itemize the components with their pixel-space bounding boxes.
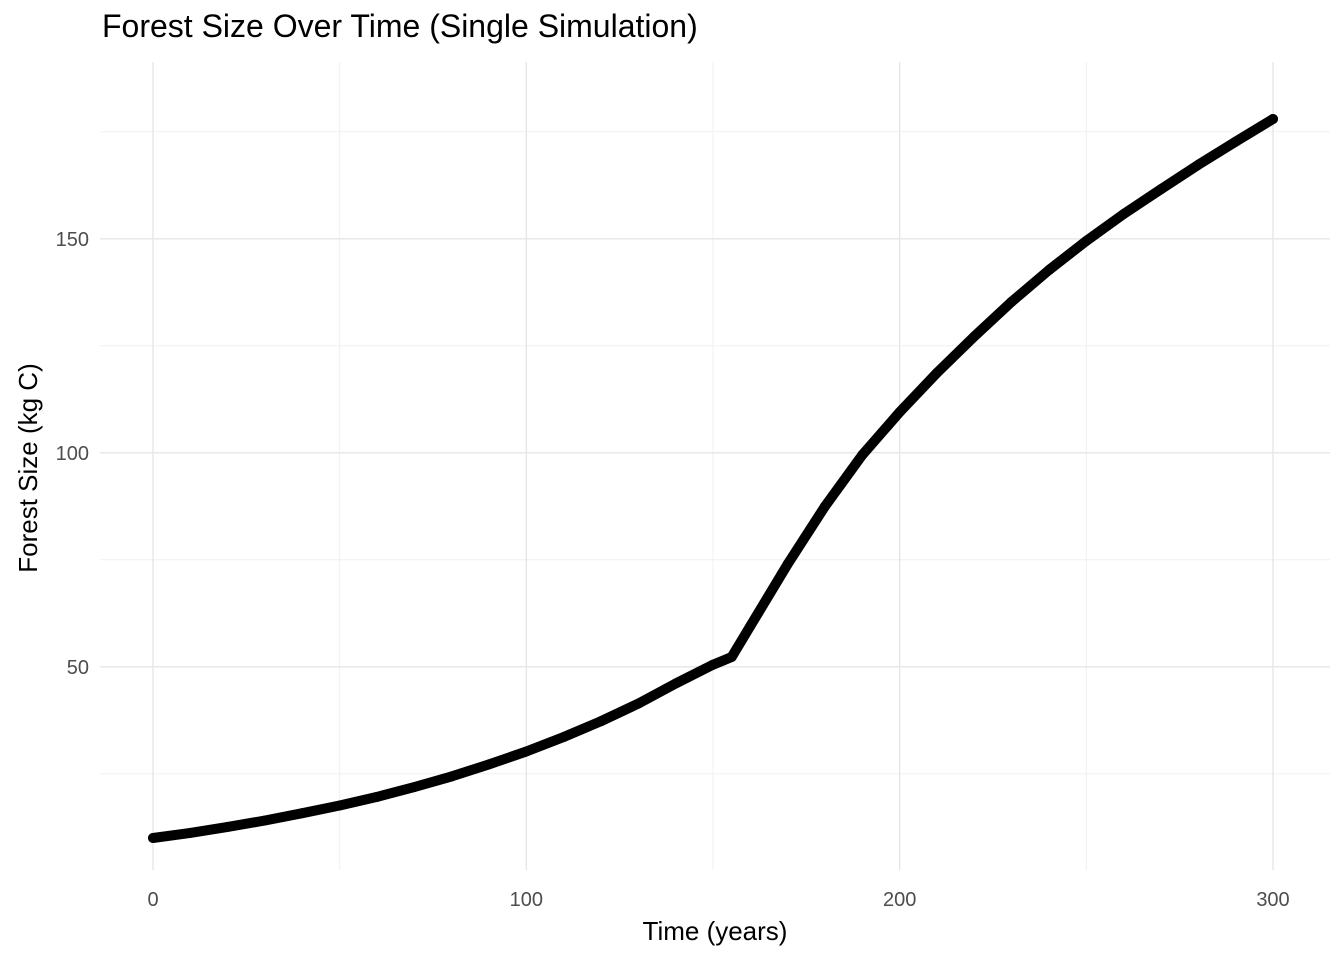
data-point [894, 407, 905, 418]
x-tick-label: 0 [147, 889, 158, 911]
data-point [409, 782, 420, 793]
grid [100, 62, 1330, 870]
x-tick-label: 300 [1256, 889, 1289, 911]
data-point [708, 659, 718, 670]
data-point [372, 791, 382, 802]
data-point [745, 621, 756, 632]
data-point [1193, 159, 1204, 170]
data-point [297, 808, 308, 819]
data-point [484, 759, 494, 770]
data-point [1081, 235, 1092, 246]
y-tick-label: 150 [56, 229, 89, 251]
data-point [782, 559, 793, 570]
data-point [726, 651, 737, 662]
series-line [148, 114, 1278, 843]
data-point [1230, 136, 1241, 147]
x-axis-title: Time (years) [643, 916, 788, 946]
data-point [1156, 184, 1166, 195]
data-point [932, 367, 942, 378]
data-point [969, 331, 980, 342]
data-point [558, 731, 569, 742]
data-point [820, 501, 830, 512]
y-axis-title: Forest Size (kg C) [13, 363, 43, 573]
data-point [446, 771, 457, 782]
data-point [334, 800, 345, 811]
x-tick-label: 100 [510, 889, 543, 911]
x-tick-label: 200 [883, 889, 916, 911]
data-point [670, 678, 681, 689]
series-layer [148, 113, 1278, 843]
data-point [1268, 113, 1278, 124]
data-point [857, 449, 868, 460]
data-point [260, 815, 270, 826]
data-point [521, 746, 532, 757]
data-point [148, 833, 158, 843]
data-point [596, 716, 606, 727]
data-point [1006, 296, 1017, 307]
data-point [185, 827, 196, 838]
data-point [1118, 208, 1129, 219]
y-tick-label: 50 [67, 657, 89, 679]
data-point [1044, 265, 1054, 276]
tick-labels: 0 100 200 300 50 100 150 [56, 229, 1290, 911]
data-point [633, 698, 644, 709]
chart-title: Forest Size Over Time (Single Simulation… [102, 8, 698, 44]
data-point [222, 821, 233, 832]
y-tick-label: 100 [56, 443, 89, 465]
